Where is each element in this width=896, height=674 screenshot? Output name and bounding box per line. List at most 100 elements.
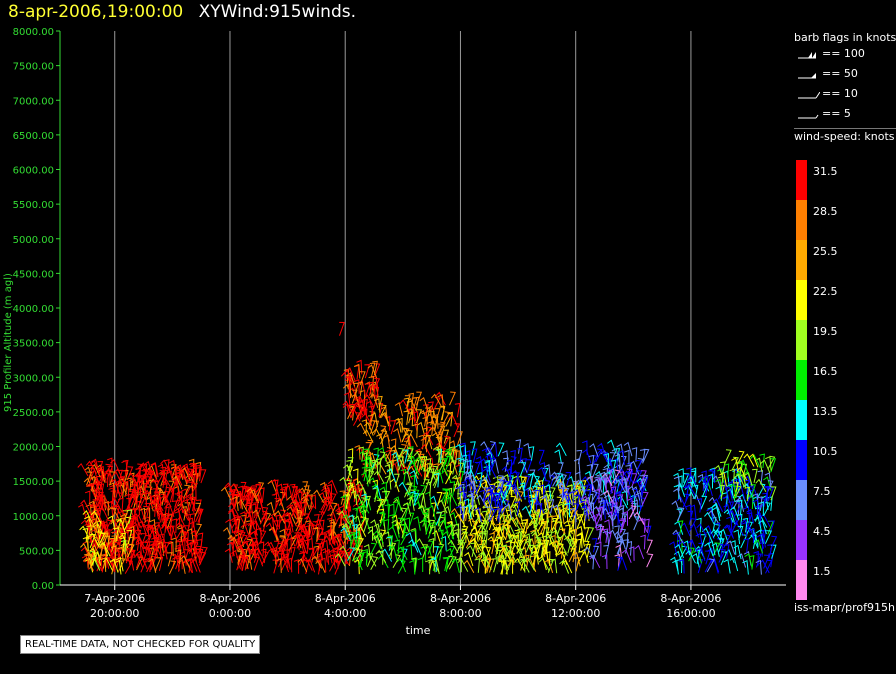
wind-barb xyxy=(592,463,599,478)
wind-barb xyxy=(718,543,724,559)
speed-legend-header: wind-speed: knots xyxy=(794,130,895,143)
wind-barb xyxy=(744,479,750,495)
wind-barb xyxy=(358,504,365,520)
wind-barb xyxy=(493,497,502,512)
wind-barb xyxy=(441,469,452,484)
wind-barb xyxy=(383,434,391,450)
wind-barb xyxy=(249,489,260,504)
wind-barb xyxy=(476,494,488,508)
wind-barb xyxy=(759,453,765,469)
wind-barb xyxy=(144,507,151,523)
wind-barb xyxy=(646,553,654,568)
wind-barb xyxy=(735,470,747,485)
wind-barb xyxy=(560,533,572,547)
wind-barb xyxy=(183,531,189,547)
wind-barb xyxy=(506,480,517,495)
wind-barb xyxy=(353,535,360,551)
wind-barb xyxy=(505,468,512,484)
wind-barb xyxy=(284,549,291,564)
wind-barb xyxy=(293,559,300,574)
wind-barb xyxy=(576,515,586,530)
wind-barb xyxy=(453,523,460,539)
wind-barb xyxy=(682,473,690,488)
wind-barb xyxy=(186,528,194,543)
speed-scale-label: 19.5 xyxy=(813,325,838,338)
wind-barb xyxy=(376,498,385,513)
wind-barb xyxy=(614,447,621,463)
wind-barb xyxy=(244,504,251,519)
wind-barb xyxy=(240,511,247,526)
wind-barb xyxy=(615,544,623,560)
wind-barb xyxy=(436,543,445,558)
wind-barb xyxy=(299,551,306,566)
wind-barb xyxy=(100,557,107,572)
wind-barb xyxy=(687,481,694,497)
wind-barb xyxy=(646,539,653,554)
wind-barb xyxy=(113,483,120,498)
wind-barb xyxy=(175,549,182,564)
wind-barb xyxy=(755,559,762,575)
wind-barb xyxy=(519,557,526,573)
wind-barb xyxy=(723,524,734,539)
wind-barb xyxy=(256,482,265,496)
wind-barb xyxy=(707,473,714,489)
wind-barb xyxy=(442,411,451,426)
wind-barb xyxy=(431,559,440,575)
wind-barb xyxy=(220,486,232,501)
wind-barb xyxy=(539,520,547,535)
wind-barb xyxy=(445,470,453,485)
barb-legend-5: == 5 xyxy=(794,106,896,126)
wind-barb xyxy=(97,495,104,511)
wind-barb xyxy=(327,506,337,521)
wind-barb xyxy=(314,523,320,539)
wind-barb xyxy=(285,517,294,533)
wind-barb xyxy=(163,459,170,474)
wind-barb xyxy=(329,493,337,508)
wind-barb xyxy=(594,488,600,504)
wind-barb xyxy=(296,534,304,549)
wind-barb xyxy=(763,554,770,569)
wind-barb xyxy=(178,495,187,510)
wind-barb xyxy=(339,321,345,336)
y-tick-label: 3500.00 xyxy=(13,339,54,350)
wind-barb xyxy=(407,433,418,448)
wind-barb xyxy=(512,516,524,531)
wind-barb xyxy=(446,547,455,563)
wind-barb xyxy=(464,450,471,465)
wind-barb xyxy=(126,529,133,545)
wind-barb xyxy=(237,485,244,501)
wind-barb xyxy=(736,450,745,465)
wind-barb xyxy=(144,535,152,550)
wind-barb xyxy=(497,442,505,457)
wind-barb xyxy=(438,421,446,436)
wind-barb xyxy=(123,516,132,531)
wind-barb xyxy=(196,466,202,482)
wind-barb xyxy=(443,557,449,572)
wind-barb xyxy=(627,506,638,521)
wind-barb xyxy=(366,470,375,485)
wind-barb xyxy=(152,491,160,506)
wind-barb xyxy=(436,512,442,527)
wind-barb xyxy=(544,501,550,517)
wind-barb xyxy=(164,465,173,481)
y-tick-label: 6500.00 xyxy=(13,131,54,142)
wind-barb xyxy=(134,500,141,516)
wind-barb xyxy=(346,482,354,497)
wind-barb xyxy=(487,484,496,499)
wind-barb xyxy=(226,541,235,557)
wind-barb xyxy=(736,513,743,529)
wind-barb xyxy=(722,470,730,486)
wind-barb xyxy=(338,551,350,566)
wind-barb xyxy=(509,516,521,530)
wind-barb xyxy=(191,463,198,479)
wind-barb xyxy=(763,485,770,501)
wind-barb xyxy=(375,461,387,475)
wind-barb xyxy=(765,455,772,471)
wind-barb xyxy=(582,506,588,521)
wind-barb xyxy=(696,517,702,533)
wind-barb xyxy=(595,448,603,463)
wind-barb xyxy=(378,447,387,462)
wind-barb xyxy=(302,481,309,496)
wind-barb xyxy=(409,416,418,432)
barb-legend-5-label: == 5 xyxy=(822,107,851,120)
